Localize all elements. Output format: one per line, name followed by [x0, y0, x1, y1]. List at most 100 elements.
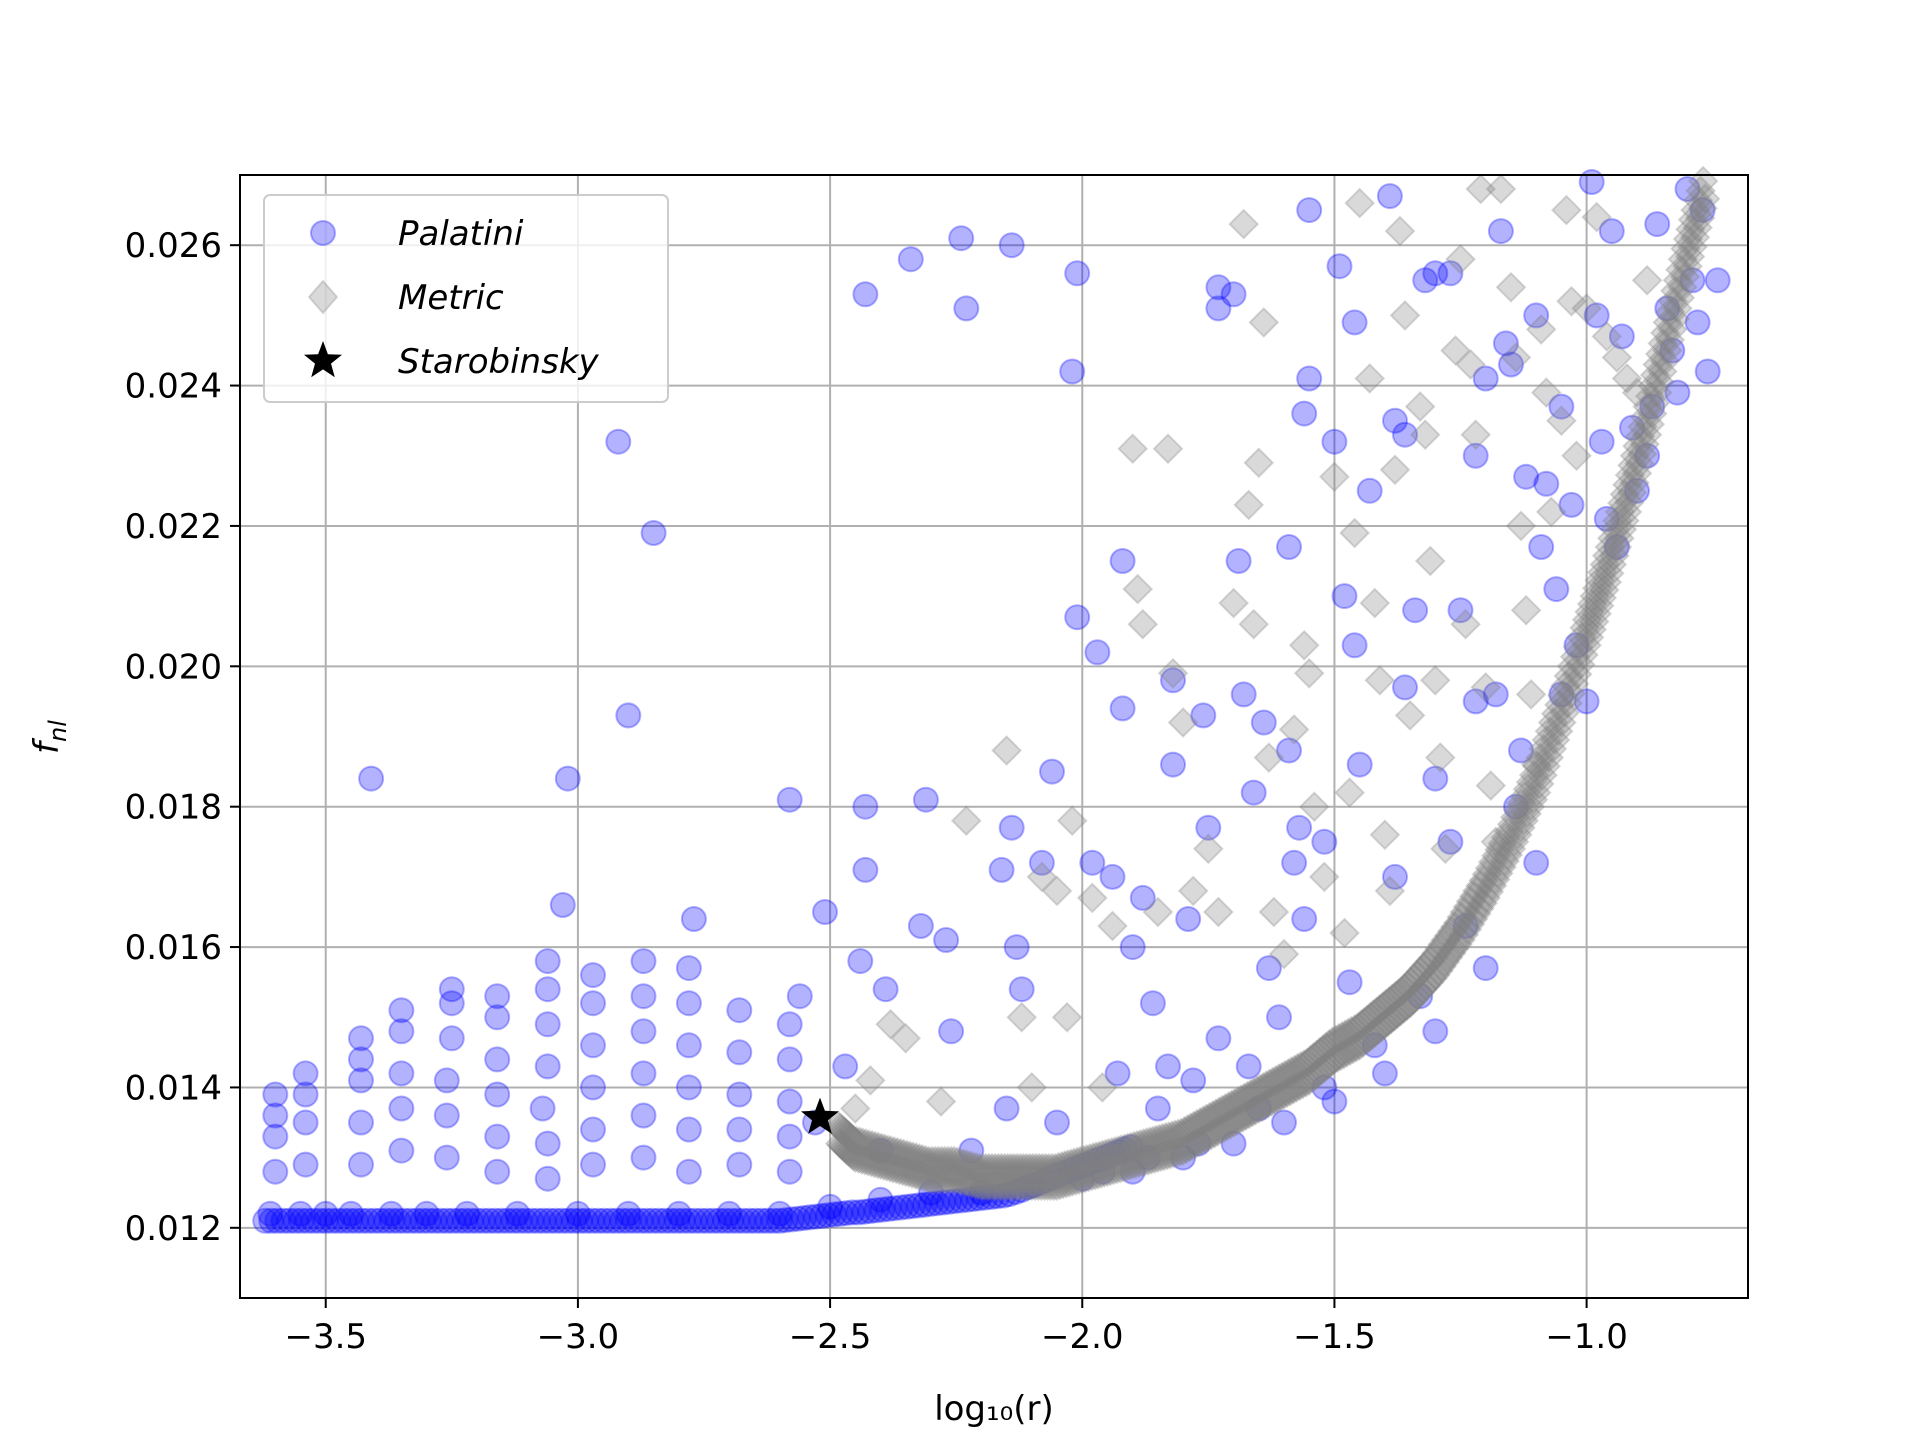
palatini-point [1230, 681, 1257, 708]
palatini-point [373, 1207, 400, 1234]
palatini-point [312, 1200, 339, 1227]
palatini-point [1437, 260, 1464, 287]
palatini-point [1498, 351, 1524, 378]
metric-point [1178, 1110, 1210, 1142]
metric-point [1253, 742, 1285, 774]
metric-point [1177, 1129, 1209, 1161]
y-tick-label: 0.018 [125, 788, 222, 828]
metric-point [973, 1152, 1005, 1184]
metric-point [1636, 398, 1668, 430]
metric-point [1136, 1143, 1168, 1175]
metric-point [1281, 1071, 1313, 1103]
metric-point [1443, 907, 1474, 938]
metric-point [1025, 1170, 1057, 1202]
metric-point [1591, 566, 1623, 598]
palatini-point [445, 1207, 472, 1234]
palatini-point [615, 1200, 642, 1227]
metric-point [850, 1128, 882, 1160]
metric-point [994, 1170, 1026, 1202]
metric-point [902, 1159, 934, 1191]
palatini-point [851, 1198, 878, 1225]
metric-point [1455, 885, 1487, 917]
palatini-point [534, 976, 561, 1003]
metric-point [1205, 1114, 1237, 1145]
palatini-point [993, 1095, 1020, 1122]
metric-point [1550, 670, 1582, 702]
palatini-point [887, 1194, 914, 1221]
palatini-point [852, 856, 879, 883]
palatini-point [564, 1200, 591, 1227]
palatini-point [1624, 477, 1650, 504]
palatini-point [627, 1207, 654, 1234]
metric-point [1586, 556, 1618, 588]
metric-point [1202, 1115, 1234, 1147]
palatini-point [439, 1207, 466, 1234]
metric-point [1268, 1079, 1300, 1110]
metric-point [1285, 1050, 1317, 1082]
palatini-point [262, 1081, 289, 1108]
metric-point [1162, 1118, 1194, 1150]
palatini-series [252, 169, 1731, 1234]
metric-point [1465, 870, 1497, 902]
metric-point [1320, 1024, 1352, 1056]
metric-point [1083, 1140, 1115, 1172]
palatini-point [403, 1207, 430, 1234]
palatini-point [1045, 1162, 1072, 1189]
metric-point [1142, 896, 1174, 928]
metric-point [1325, 1040, 1357, 1072]
metric-point [1561, 440, 1592, 472]
metric-point [988, 1170, 1019, 1202]
metric-point [1240, 1094, 1272, 1126]
metric-point [832, 1119, 864, 1151]
palatini-point [1573, 688, 1600, 715]
palatini-point [1437, 828, 1464, 855]
metric-point [1539, 724, 1571, 756]
metric-point [830, 1117, 862, 1149]
palatini-point [579, 1207, 605, 1234]
palatini-point [270, 1207, 297, 1234]
metric-point [1639, 387, 1671, 419]
palatini-point [942, 1188, 969, 1215]
metric-point [1271, 1077, 1303, 1109]
palatini-point [1057, 1158, 1084, 1184]
metric-point [1659, 275, 1691, 307]
palatini-point [867, 1186, 894, 1213]
palatini-point [500, 1207, 527, 1234]
metric-point [1359, 1016, 1391, 1048]
palatini-point [948, 225, 975, 252]
palatini-point [1608, 323, 1635, 350]
palatini-point [796, 1204, 823, 1231]
palatini-point [776, 1123, 803, 1150]
metric-point [1480, 826, 1512, 858]
palatini-point [651, 1207, 678, 1234]
metric-point [1684, 202, 1716, 234]
palatini-point [1155, 1053, 1181, 1080]
palatini-point [385, 1207, 412, 1234]
metric-point [948, 1148, 980, 1180]
palatini-point [330, 1207, 357, 1234]
metric-point [1523, 768, 1555, 800]
metric-point [1473, 876, 1505, 908]
palatini-point [1081, 1148, 1108, 1175]
metric-point [950, 805, 982, 837]
palatini-point [530, 1207, 557, 1234]
metric-point [1414, 545, 1446, 577]
palatini-point [736, 1207, 763, 1234]
metric-point [1495, 271, 1527, 303]
metric-point [912, 1162, 944, 1194]
metric-point [1424, 742, 1456, 774]
metric-point [1114, 1150, 1145, 1181]
palatini-point [1482, 681, 1509, 708]
metric-point [1528, 733, 1560, 765]
metric-point [1562, 631, 1594, 663]
metric-point [1306, 1054, 1338, 1086]
y-tick-label: 0.012 [125, 1209, 222, 1249]
palatini-point [1032, 1167, 1059, 1194]
metric-point [1354, 1001, 1386, 1033]
palatini-point [361, 1207, 388, 1234]
metric-point [941, 1146, 973, 1178]
palatini-point [494, 1207, 521, 1234]
metric-point [1241, 1075, 1273, 1107]
metric-point [1146, 1122, 1178, 1154]
palatini-point [918, 1179, 944, 1206]
